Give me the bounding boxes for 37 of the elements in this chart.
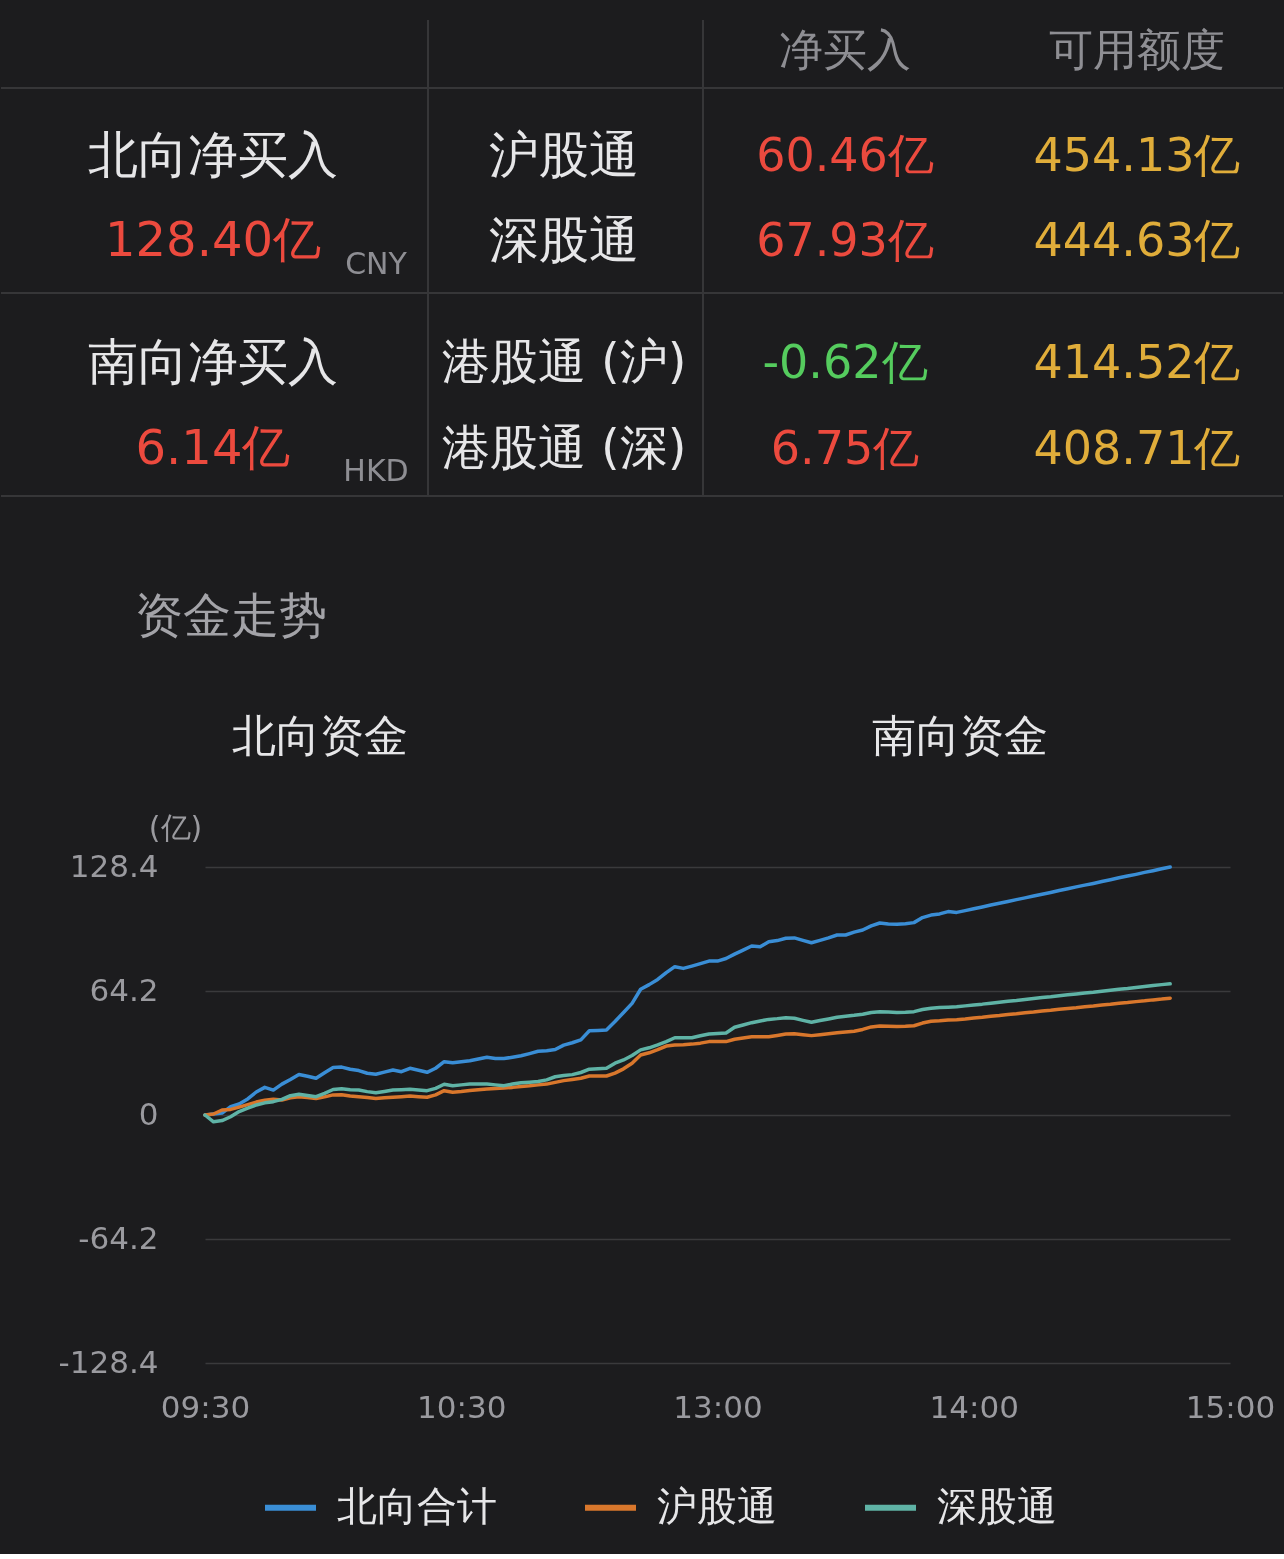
text: 南向净买入	[88, 333, 338, 391]
y-tick-label: -128.4	[58, 1343, 159, 1380]
text: 414.52亿	[1033, 335, 1241, 389]
text: 北向净买入	[88, 126, 338, 184]
chart-title: 资金走势	[135, 587, 327, 643]
text: 北向资金	[232, 710, 408, 761]
text: 128.40亿	[105, 211, 321, 267]
text: -0.62亿	[762, 335, 928, 389]
legend-label: 深股通	[937, 1482, 1057, 1529]
text: 67.93亿	[756, 213, 934, 267]
x-tick-label: 10:30	[417, 1388, 507, 1425]
x-tick-label: 14:00	[929, 1388, 1019, 1425]
text: 6.75亿	[770, 421, 920, 475]
y-tick-label: 128.4	[69, 847, 159, 884]
text: 港股通 (沪)	[441, 333, 687, 389]
y-tick-label: 0	[138, 1095, 159, 1132]
y-tick-label: 64.2	[89, 971, 159, 1008]
text: 沪股通	[489, 126, 639, 184]
text: 港股通 (深)	[441, 419, 687, 475]
text: 净买入	[779, 24, 911, 75]
x-tick-label: 15:00	[1185, 1388, 1276, 1425]
text: 南向资金	[872, 710, 1048, 761]
x-tick-label: 13:00	[673, 1388, 763, 1425]
text: 444.63亿	[1033, 213, 1241, 267]
y-axis-title: (亿)	[148, 809, 203, 845]
legend-label: 北向合计	[337, 1482, 497, 1529]
text: 深股通	[489, 211, 639, 269]
text: 454.13亿	[1033, 128, 1241, 182]
text: 60.46亿	[756, 128, 934, 182]
y-tick-label: -64.2	[78, 1219, 159, 1256]
text: CNY	[345, 246, 408, 281]
text: 408.71亿	[1033, 421, 1241, 475]
legend-label: 沪股通	[657, 1482, 777, 1529]
text: HKD	[343, 453, 409, 488]
text: 可用额度	[1049, 24, 1225, 75]
text: 6.14亿	[135, 419, 291, 475]
x-tick-label: 09:30	[160, 1388, 251, 1425]
